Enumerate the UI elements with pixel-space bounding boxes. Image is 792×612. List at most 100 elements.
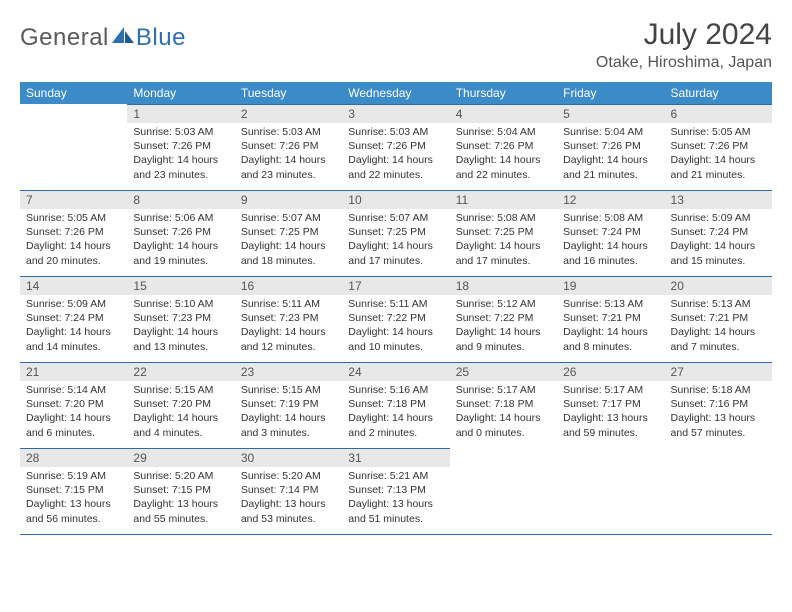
day-number: 30 bbox=[235, 448, 342, 467]
title-block: July 2024 Otake, Hiroshima, Japan bbox=[596, 18, 772, 72]
day-number: 23 bbox=[235, 362, 342, 381]
daylight-text: Daylight: 14 hours bbox=[671, 325, 766, 339]
month-title: July 2024 bbox=[596, 18, 772, 52]
calendar-day-cell: 17Sunrise: 5:11 AMSunset: 7:22 PMDayligh… bbox=[342, 276, 449, 362]
sunset-text: Sunset: 7:24 PM bbox=[563, 225, 658, 239]
sunrise-text: Sunrise: 5:03 AM bbox=[133, 125, 228, 139]
weekday-header: Thursday bbox=[450, 82, 557, 104]
daylight-text: Daylight: 13 hours bbox=[348, 497, 443, 511]
bottom-rule bbox=[20, 534, 772, 535]
sunset-text: Sunset: 7:13 PM bbox=[348, 483, 443, 497]
sunrise-text: Sunrise: 5:13 AM bbox=[671, 297, 766, 311]
calendar-day-cell: 2Sunrise: 5:03 AMSunset: 7:26 PMDaylight… bbox=[235, 104, 342, 190]
sunrise-text: Sunrise: 5:07 AM bbox=[348, 211, 443, 225]
day-number: 20 bbox=[665, 276, 772, 295]
day-info: Sunrise: 5:06 AMSunset: 7:26 PMDaylight:… bbox=[127, 209, 234, 272]
day-info: Sunrise: 5:11 AMSunset: 7:22 PMDaylight:… bbox=[342, 295, 449, 358]
day-info: Sunrise: 5:17 AMSunset: 7:18 PMDaylight:… bbox=[450, 381, 557, 444]
day-number: 24 bbox=[342, 362, 449, 381]
sunrise-text: Sunrise: 5:14 AM bbox=[26, 383, 121, 397]
sunrise-text: Sunrise: 5:21 AM bbox=[348, 469, 443, 483]
sunset-text: Sunset: 7:26 PM bbox=[133, 225, 228, 239]
weekday-header: Sunday bbox=[20, 82, 127, 104]
daylight-text: Daylight: 14 hours bbox=[563, 239, 658, 253]
sunrise-text: Sunrise: 5:10 AM bbox=[133, 297, 228, 311]
sail-icon bbox=[112, 27, 134, 45]
sunrise-text: Sunrise: 5:09 AM bbox=[26, 297, 121, 311]
weekday-header-row: Sunday Monday Tuesday Wednesday Thursday… bbox=[20, 82, 772, 104]
daylight-text: and 19 minutes. bbox=[133, 254, 228, 268]
sunrise-text: Sunrise: 5:04 AM bbox=[456, 125, 551, 139]
day-number: 26 bbox=[557, 362, 664, 381]
daylight-text: and 59 minutes. bbox=[563, 426, 658, 440]
daylight-text: and 13 minutes. bbox=[133, 340, 228, 354]
calendar-day-cell: 22Sunrise: 5:15 AMSunset: 7:20 PMDayligh… bbox=[127, 362, 234, 448]
day-info: Sunrise: 5:20 AMSunset: 7:15 PMDaylight:… bbox=[127, 467, 234, 530]
sunset-text: Sunset: 7:22 PM bbox=[456, 311, 551, 325]
daylight-text: Daylight: 14 hours bbox=[241, 153, 336, 167]
calendar-day-cell: 26Sunrise: 5:17 AMSunset: 7:17 PMDayligh… bbox=[557, 362, 664, 448]
weekday-header: Tuesday bbox=[235, 82, 342, 104]
daylight-text: and 21 minutes. bbox=[671, 168, 766, 182]
sunset-text: Sunset: 7:26 PM bbox=[348, 139, 443, 153]
sunrise-text: Sunrise: 5:05 AM bbox=[26, 211, 121, 225]
daylight-text: Daylight: 14 hours bbox=[563, 153, 658, 167]
calendar-table: Sunday Monday Tuesday Wednesday Thursday… bbox=[20, 82, 772, 534]
daylight-text: and 12 minutes. bbox=[241, 340, 336, 354]
sunrise-text: Sunrise: 5:08 AM bbox=[563, 211, 658, 225]
sunset-text: Sunset: 7:23 PM bbox=[133, 311, 228, 325]
day-info: Sunrise: 5:13 AMSunset: 7:21 PMDaylight:… bbox=[665, 295, 772, 358]
calendar-day-cell: 13Sunrise: 5:09 AMSunset: 7:24 PMDayligh… bbox=[665, 190, 772, 276]
header: General Blue July 2024 Otake, Hiroshima,… bbox=[20, 18, 772, 72]
daylight-text: Daylight: 14 hours bbox=[241, 411, 336, 425]
day-info: Sunrise: 5:13 AMSunset: 7:21 PMDaylight:… bbox=[557, 295, 664, 358]
daylight-text: and 56 minutes. bbox=[26, 512, 121, 526]
sunset-text: Sunset: 7:24 PM bbox=[671, 225, 766, 239]
calendar-day-cell: 7Sunrise: 5:05 AMSunset: 7:26 PMDaylight… bbox=[20, 190, 127, 276]
calendar-day-cell bbox=[450, 448, 557, 534]
daylight-text: and 20 minutes. bbox=[26, 254, 121, 268]
day-number: 3 bbox=[342, 104, 449, 123]
sunset-text: Sunset: 7:25 PM bbox=[348, 225, 443, 239]
daylight-text: Daylight: 14 hours bbox=[26, 239, 121, 253]
weekday-header: Monday bbox=[127, 82, 234, 104]
sunset-text: Sunset: 7:18 PM bbox=[348, 397, 443, 411]
day-info: Sunrise: 5:15 AMSunset: 7:20 PMDaylight:… bbox=[127, 381, 234, 444]
sunset-text: Sunset: 7:19 PM bbox=[241, 397, 336, 411]
daylight-text: Daylight: 13 hours bbox=[133, 497, 228, 511]
daylight-text: Daylight: 14 hours bbox=[456, 411, 551, 425]
day-info: Sunrise: 5:07 AMSunset: 7:25 PMDaylight:… bbox=[342, 209, 449, 272]
daylight-text: and 7 minutes. bbox=[671, 340, 766, 354]
daylight-text: Daylight: 14 hours bbox=[241, 325, 336, 339]
sunrise-text: Sunrise: 5:05 AM bbox=[671, 125, 766, 139]
calendar-week-row: 7Sunrise: 5:05 AMSunset: 7:26 PMDaylight… bbox=[20, 190, 772, 276]
calendar-day-cell: 1Sunrise: 5:03 AMSunset: 7:26 PMDaylight… bbox=[127, 104, 234, 190]
daylight-text: Daylight: 14 hours bbox=[671, 239, 766, 253]
sunset-text: Sunset: 7:25 PM bbox=[241, 225, 336, 239]
day-number: 2 bbox=[235, 104, 342, 123]
sunset-text: Sunset: 7:26 PM bbox=[671, 139, 766, 153]
day-number: 9 bbox=[235, 190, 342, 209]
calendar-day-cell: 20Sunrise: 5:13 AMSunset: 7:21 PMDayligh… bbox=[665, 276, 772, 362]
day-number: 17 bbox=[342, 276, 449, 295]
daylight-text: and 3 minutes. bbox=[241, 426, 336, 440]
calendar-day-cell: 29Sunrise: 5:20 AMSunset: 7:15 PMDayligh… bbox=[127, 448, 234, 534]
daylight-text: Daylight: 14 hours bbox=[348, 411, 443, 425]
day-number: 18 bbox=[450, 276, 557, 295]
daylight-text: and 8 minutes. bbox=[563, 340, 658, 354]
calendar-day-cell: 28Sunrise: 5:19 AMSunset: 7:15 PMDayligh… bbox=[20, 448, 127, 534]
day-number: 15 bbox=[127, 276, 234, 295]
daylight-text: and 22 minutes. bbox=[456, 168, 551, 182]
day-info: Sunrise: 5:15 AMSunset: 7:19 PMDaylight:… bbox=[235, 381, 342, 444]
sunset-text: Sunset: 7:25 PM bbox=[456, 225, 551, 239]
sunset-text: Sunset: 7:26 PM bbox=[133, 139, 228, 153]
day-info: Sunrise: 5:20 AMSunset: 7:14 PMDaylight:… bbox=[235, 467, 342, 530]
daylight-text: and 6 minutes. bbox=[26, 426, 121, 440]
daylight-text: and 17 minutes. bbox=[348, 254, 443, 268]
sunrise-text: Sunrise: 5:03 AM bbox=[241, 125, 336, 139]
calendar-day-cell: 6Sunrise: 5:05 AMSunset: 7:26 PMDaylight… bbox=[665, 104, 772, 190]
sunrise-text: Sunrise: 5:15 AM bbox=[133, 383, 228, 397]
sunrise-text: Sunrise: 5:08 AM bbox=[456, 211, 551, 225]
day-number: 28 bbox=[20, 448, 127, 467]
calendar-day-cell: 3Sunrise: 5:03 AMSunset: 7:26 PMDaylight… bbox=[342, 104, 449, 190]
